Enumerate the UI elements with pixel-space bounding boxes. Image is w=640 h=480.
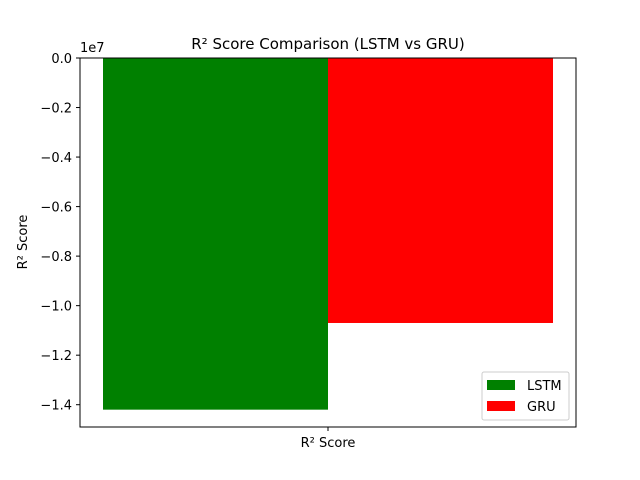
y-axis-ticks: 0.0 −0.2 −0.4 −0.6 −0.8 −1.0 −1.2 −1.4 — [40, 52, 80, 414]
legend: LSTM GRU — [481, 371, 570, 421]
y-tick-label: 0.0 — [51, 52, 72, 67]
y-axis-label: R² Score — [16, 215, 31, 270]
y-tick-label: −0.6 — [40, 201, 72, 216]
legend-label-lstm: LSTM — [527, 379, 562, 394]
y-tick-label: −0.8 — [40, 250, 72, 265]
x-axis-ticks: R² Score — [301, 427, 356, 451]
legend-label-gru: GRU — [527, 400, 556, 415]
y-tick-label: −1.2 — [40, 349, 72, 364]
y-tick-label: −0.2 — [40, 102, 72, 117]
y-tick-label: −0.4 — [40, 151, 72, 166]
bar-gru — [328, 58, 553, 323]
y-tick-label: −1.0 — [40, 300, 72, 315]
bars-group — [103, 58, 553, 410]
legend-swatch-lstm — [487, 380, 515, 390]
chart-title: R² Score Comparison (LSTM vs GRU) — [191, 35, 465, 53]
x-tick-label: R² Score — [301, 436, 356, 451]
legend-swatch-gru — [487, 401, 515, 411]
bar-lstm — [103, 58, 328, 410]
y-offset-label: 1e7 — [80, 41, 105, 56]
y-tick-label: −1.4 — [40, 399, 72, 414]
